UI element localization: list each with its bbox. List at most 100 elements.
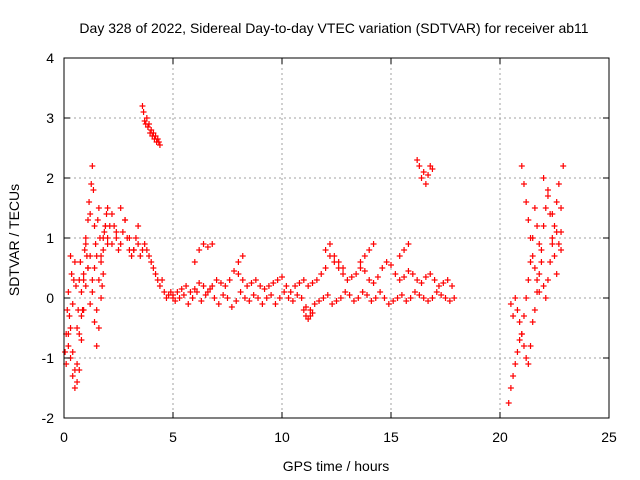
data-point (100, 247, 107, 253)
data-point (241, 295, 248, 301)
data-point (155, 139, 162, 145)
data-point (226, 277, 233, 283)
data-point (93, 343, 100, 349)
data-point (196, 280, 203, 286)
data-point (444, 277, 451, 283)
data-point (89, 277, 96, 283)
data-point (224, 295, 231, 301)
data-point (361, 253, 368, 259)
data-point (191, 259, 198, 265)
y-tick-label: 0 (46, 290, 54, 306)
data-point (544, 193, 551, 199)
data-point (340, 265, 347, 271)
data-point (152, 271, 159, 277)
data-point (99, 283, 106, 289)
data-point (111, 223, 118, 229)
data-point (74, 361, 81, 367)
data-point (185, 301, 192, 307)
data-point (69, 349, 76, 355)
data-point (66, 313, 73, 319)
data-point (130, 247, 137, 253)
data-point (268, 292, 275, 298)
data-point (512, 361, 519, 367)
data-point (555, 241, 562, 247)
data-point (283, 283, 290, 289)
data-point (248, 280, 255, 286)
data-point (551, 253, 558, 259)
data-point (350, 298, 357, 304)
data-point (122, 217, 129, 223)
data-point (101, 229, 108, 235)
data-point (425, 172, 432, 178)
data-point (542, 295, 549, 301)
data-point (100, 235, 107, 241)
data-point (344, 277, 351, 283)
data-point (331, 253, 338, 259)
data-point (193, 289, 200, 295)
x-tick-labels: 0 5 10 15 20 25 (60, 429, 617, 445)
data-point (211, 295, 218, 301)
data-point (76, 331, 83, 337)
data-point (87, 253, 94, 259)
data-point (89, 163, 96, 169)
data-point (392, 271, 399, 277)
data-point (309, 280, 316, 286)
data-point (527, 343, 534, 349)
data-point (228, 304, 235, 310)
chart-title: Day 328 of 2022, Sidereal Day-to-day VTE… (79, 20, 588, 36)
data-point (401, 247, 408, 253)
data-point (536, 241, 543, 247)
data-point (534, 277, 541, 283)
data-point (77, 259, 84, 265)
data-point (150, 265, 157, 271)
data-point (67, 253, 74, 259)
data-point (377, 289, 384, 295)
data-point (538, 247, 545, 253)
data-point (531, 205, 538, 211)
data-point (403, 298, 410, 304)
data-point (523, 355, 530, 361)
data-point (525, 217, 532, 223)
data-point (337, 295, 344, 301)
data-point (401, 274, 408, 280)
data-point (90, 187, 97, 193)
data-point (425, 298, 432, 304)
data-point (71, 385, 78, 391)
data-point (335, 259, 342, 265)
data-point (405, 268, 412, 274)
data-point (512, 295, 519, 301)
data-point (148, 259, 155, 265)
y-tick-labels: -2 -1 0 1 2 3 4 (42, 50, 55, 426)
axis-ticks (63, 57, 610, 419)
data-point (94, 217, 101, 223)
data-point (379, 265, 386, 271)
data-point (257, 283, 264, 289)
data-point (146, 253, 153, 259)
data-point (435, 283, 442, 289)
data-point (536, 271, 543, 277)
data-point (128, 253, 135, 259)
data-point (98, 295, 105, 301)
data-point (137, 253, 144, 259)
data-point (549, 241, 556, 247)
data-point (117, 241, 124, 247)
data-point (300, 277, 307, 283)
data-point (215, 301, 222, 307)
data-point (311, 301, 318, 307)
data-point (555, 181, 562, 187)
data-point (520, 343, 527, 349)
data-point (200, 283, 207, 289)
data-point (119, 229, 126, 235)
data-point (143, 115, 150, 121)
data-point (272, 301, 279, 307)
data-point (144, 124, 151, 130)
data-point (529, 319, 536, 325)
data-point (366, 277, 373, 283)
data-point (200, 241, 207, 247)
data-point (88, 181, 95, 187)
data-point (366, 247, 373, 253)
data-point (140, 109, 147, 115)
data-point (429, 166, 436, 172)
data-point (244, 283, 251, 289)
data-point (520, 181, 527, 187)
